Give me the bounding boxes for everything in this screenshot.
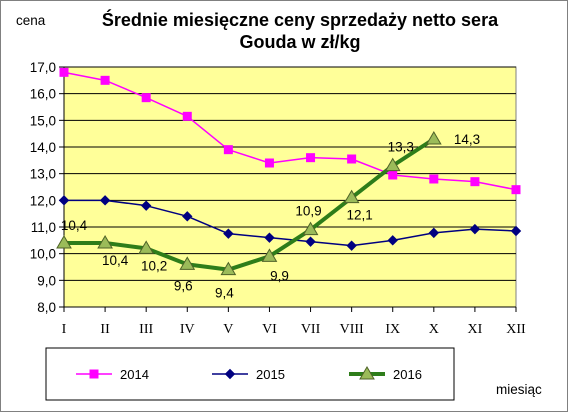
y-tick-label: 11,0 [31, 220, 56, 235]
series-lines [56, 67, 522, 276]
data-point-2016 [425, 131, 442, 145]
data-label-2016: 9,6 [174, 278, 193, 293]
chart-title-line-2: Gouda w zł/kg [239, 32, 360, 52]
x-tick-label: VIII [340, 322, 364, 337]
data-point-2014 [100, 75, 110, 85]
x-tick-label: IV [180, 322, 195, 337]
data-label-2016: 10,4 [61, 218, 88, 233]
x-tick-label: XII [506, 322, 526, 337]
data-point-2014 [59, 67, 69, 77]
data-point-2016 [220, 261, 237, 276]
y-tick-label: 9,0 [37, 273, 56, 288]
y-axis-label: cena [16, 13, 46, 28]
data-label-2016: 10,2 [141, 258, 167, 273]
x-tick-label: X [429, 322, 439, 337]
series-line-2015 [64, 199, 517, 247]
legend-marker-2015 [224, 368, 236, 380]
data-point-2015 [58, 195, 70, 206]
data-point-2014 [470, 177, 480, 187]
data-point-2016 [302, 221, 319, 236]
data-point-2015 [387, 235, 398, 246]
legend-marker-2016 [359, 366, 375, 380]
data-point-2015 [182, 211, 193, 222]
axes: 8,09,010,011,012,013,014,015,016,017,0I I… [30, 60, 526, 337]
y-tick-label: 14,0 [30, 140, 56, 155]
data-label-2016: 14,3 [454, 132, 480, 147]
data-point-2015 [510, 225, 522, 237]
data-point-2014 [347, 154, 357, 164]
x-tick-label: VI [262, 322, 277, 337]
data-point-2015 [305, 236, 316, 247]
x-tick-label: VII [301, 322, 321, 337]
x-tick-label: I [62, 322, 67, 337]
data-label-2016: 9,4 [215, 286, 234, 301]
data-label-2016: 9,9 [270, 268, 289, 283]
y-tick-label: 17,0 [30, 60, 56, 75]
data-point-2016 [138, 240, 155, 254]
y-tick-label: 10,0 [30, 247, 56, 262]
data-point-2016 [56, 235, 72, 249]
data-labels: 10,4 10,4 10,2 9,6 9,4 9,9 10,9 12,1 13,3 14,3 [61, 132, 480, 301]
series-line-2014 [63, 71, 517, 191]
data-point-2015 [469, 223, 481, 235]
x-tick-label: II [100, 322, 110, 337]
data-label-2016: 13,3 [388, 140, 414, 155]
legend-box [45, 347, 455, 401]
series-line-2016 [64, 137, 435, 272]
data-point-2015 [264, 232, 275, 243]
legend-marker-2014 [89, 369, 99, 379]
data-label-2016: 12,1 [346, 208, 372, 223]
x-tick-label: IX [385, 322, 400, 337]
data-label-2016: 10,4 [102, 253, 129, 268]
x-tick-label: XI [468, 322, 483, 337]
data-point-2014 [141, 93, 151, 103]
legend-label-2015: 2015 [256, 367, 285, 382]
data-point-2015 [346, 240, 357, 251]
data-point-2016 [179, 256, 196, 270]
data-point-2014 [511, 185, 521, 195]
data-point-2016 [343, 189, 360, 204]
x-axis-label: miesiąc [496, 382, 542, 397]
y-tick-label: 16,0 [30, 87, 56, 102]
data-point-2015 [140, 200, 152, 211]
data-point-2016 [384, 157, 401, 172]
y-tick-label: 8,0 [37, 300, 56, 315]
data-label-2016: 10,9 [295, 204, 321, 219]
plot-area [63, 66, 517, 308]
data-point-2014 [264, 158, 274, 168]
data-point-2014 [223, 145, 233, 155]
data-point-2014 [306, 153, 316, 163]
legend: 2014 2015 2016 [76, 366, 422, 382]
data-point-2014 [388, 170, 398, 180]
data-point-2015 [99, 195, 111, 206]
data-point-2016 [97, 235, 113, 249]
data-point-2014 [429, 174, 439, 184]
data-point-2015 [428, 227, 440, 239]
y-tick-label: 12,0 [30, 193, 56, 208]
y-tick-label: 13,0 [30, 167, 56, 182]
y-tick-label: 15,0 [30, 113, 56, 128]
data-point-2016 [261, 248, 278, 262]
legend-label-2016: 2016 [393, 367, 422, 382]
x-tick-label: III [139, 322, 153, 337]
x-tick-label: V [223, 322, 233, 337]
data-point-2014 [182, 111, 192, 121]
legend-label-2014: 2014 [120, 367, 149, 382]
chart-title-line-1: Średnie miesięczne ceny sprzedaży netto … [102, 9, 499, 30]
data-point-2015 [223, 228, 234, 239]
